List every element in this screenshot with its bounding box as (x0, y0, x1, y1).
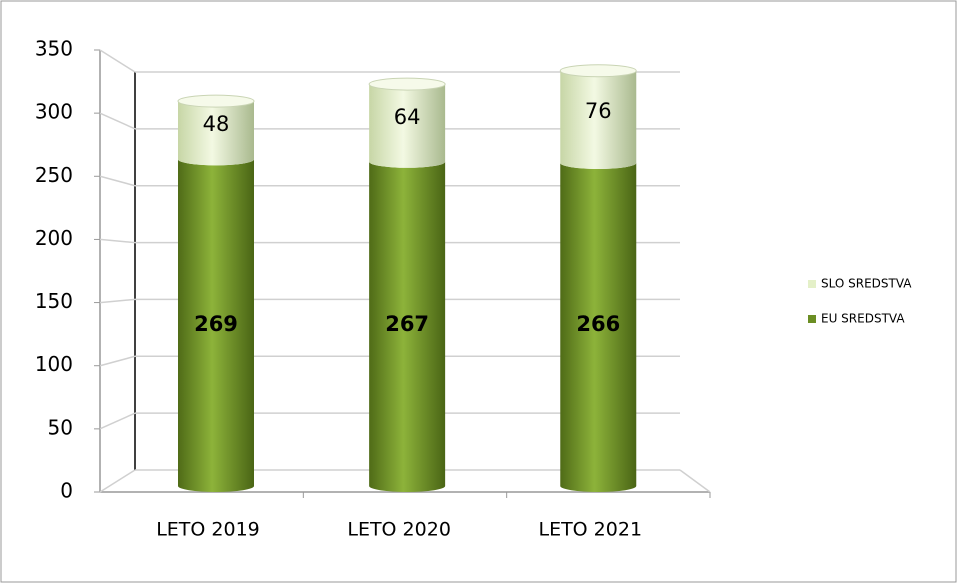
floor-right (679, 469, 711, 493)
value-label: 64 (394, 105, 421, 129)
grid-line-side (99, 298, 136, 304)
legend-swatch (808, 280, 816, 288)
value-label: 267 (385, 312, 429, 336)
bar (178, 159, 254, 492)
grid-line-side (99, 175, 136, 187)
bar (560, 70, 637, 169)
y-tick-label: 250 (35, 163, 73, 187)
y-tick-label: 100 (35, 352, 73, 376)
legend-swatch (808, 315, 816, 323)
bar (560, 163, 637, 492)
grid-line-side (99, 112, 136, 130)
y-tick-label: 0 (60, 479, 73, 503)
y-tick-label: 150 (35, 289, 73, 313)
bar-top (177, 94, 255, 108)
x-tick-label: LETO 2019 (156, 519, 260, 541)
bar (369, 161, 446, 493)
x-tick-label: LETO 2020 (347, 519, 451, 541)
grid-line-side (99, 49, 136, 73)
x-tick-label: LETO 2021 (538, 519, 642, 541)
bar-top (368, 77, 446, 91)
grid-line-side (99, 412, 136, 430)
y-tick-label: 200 (35, 226, 73, 250)
bar-top (559, 64, 637, 78)
grid-line-side (99, 238, 136, 244)
y-tick-label: 300 (35, 100, 73, 124)
value-label: 76 (585, 99, 612, 123)
legend-label: EU SREDSTVA (821, 312, 905, 326)
value-label: 266 (576, 312, 620, 336)
y-tick-label: 350 (35, 37, 73, 61)
y-tick-label: 50 (48, 415, 73, 439)
value-label: 269 (194, 312, 238, 336)
grid-line-side (99, 469, 136, 493)
bar (178, 101, 254, 166)
grid-line-side (99, 355, 136, 367)
bar (369, 84, 446, 168)
value-label: 48 (203, 112, 230, 136)
legend-label: SLO SREDSTVA (821, 277, 912, 291)
